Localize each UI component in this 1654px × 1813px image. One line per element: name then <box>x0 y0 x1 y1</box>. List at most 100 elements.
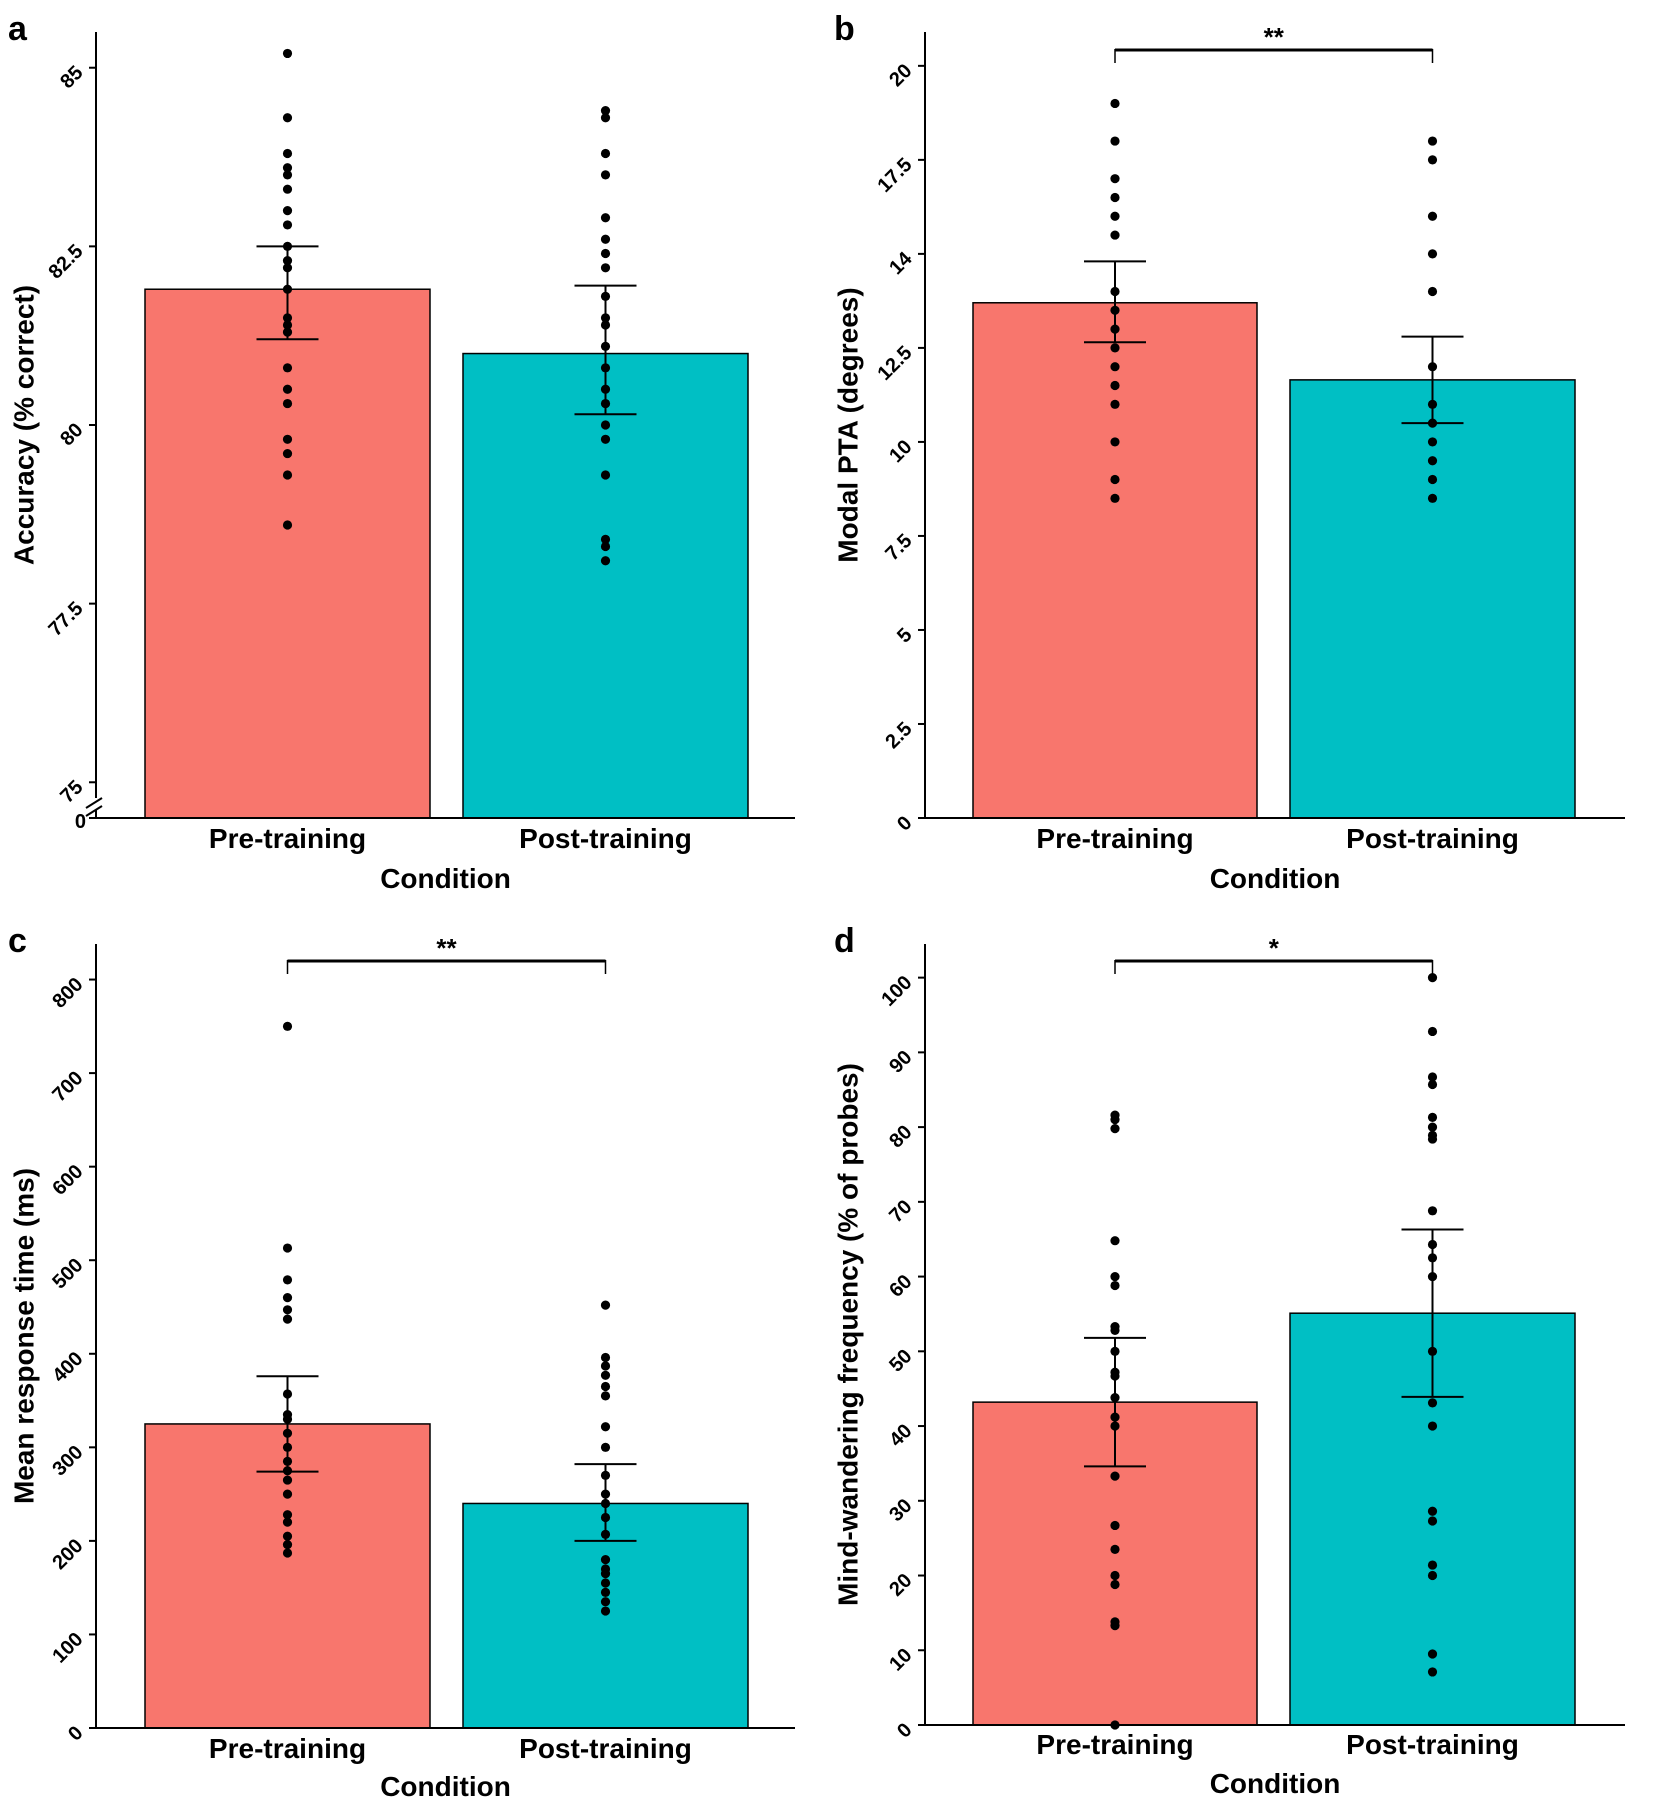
y-tick-label: 30 <box>885 1495 916 1526</box>
data-point <box>600 106 611 116</box>
data-point <box>1427 1122 1438 1132</box>
data-point <box>600 556 611 566</box>
error-bar <box>1084 1336 1146 1468</box>
error-bar <box>1401 335 1464 425</box>
data-point <box>600 113 611 123</box>
bar-pre-training <box>972 302 1258 819</box>
data-point <box>282 448 293 459</box>
data-point <box>282 148 293 159</box>
x-category-label: Pre-training <box>1036 823 1193 854</box>
y-tick-label: 10 <box>885 1644 916 1675</box>
data-point <box>1110 493 1120 503</box>
data-point <box>1427 1570 1438 1581</box>
data-point <box>282 1510 293 1520</box>
panel-a: a 0 75 77.5 80 82.5 85 Pre-training Post-trainin… <box>8 10 795 894</box>
data-point <box>282 1021 293 1031</box>
y-tick-label: 7.5 <box>881 530 916 565</box>
data-point <box>1427 1206 1438 1216</box>
data-point <box>1110 136 1120 146</box>
bar-post-training <box>1289 379 1576 819</box>
data-point <box>600 1597 611 1607</box>
error-bar <box>256 1375 319 1473</box>
y-tick-label: 90 <box>885 1046 916 1077</box>
error-bar <box>256 245 319 341</box>
data-point <box>1110 474 1120 485</box>
data-point <box>1110 1115 1120 1125</box>
error-bar <box>574 1463 637 1542</box>
x-category-label: Post-training <box>519 1733 692 1764</box>
data-point <box>282 520 293 530</box>
data-point <box>1427 286 1438 297</box>
data-point <box>282 1243 293 1253</box>
axis-break-mark <box>85 797 103 809</box>
x-axis-title: Condition <box>380 1771 511 1802</box>
data-point <box>1427 136 1438 146</box>
y-tick-label: 50 <box>885 1345 916 1376</box>
y-tick-label: 0 <box>893 812 916 835</box>
significance-bracket <box>1114 48 1434 63</box>
data-point <box>1110 174 1120 184</box>
data-point <box>600 1422 611 1432</box>
y-tick-label: 700 <box>48 1067 87 1106</box>
data-point <box>282 48 293 59</box>
panel-b: b 0 2.5 5 7.5 10 12.5 14 17.5 20 Pre-training Post-… <box>832 10 1625 894</box>
data-point <box>1427 1649 1438 1659</box>
data-point <box>1427 249 1438 259</box>
data-point <box>600 234 611 244</box>
data-point <box>600 213 611 223</box>
y-tick-label: 5 <box>893 624 916 647</box>
data-point <box>1110 1271 1120 1282</box>
error-bar <box>1084 260 1146 344</box>
data-point <box>1427 1421 1438 1431</box>
data-point <box>282 184 293 194</box>
data-point <box>600 1587 611 1597</box>
data-point <box>1110 1520 1120 1531</box>
y-tick-label: 0 <box>893 1719 916 1742</box>
panel-letter: d <box>834 922 855 960</box>
data-point <box>600 541 611 552</box>
error-bar <box>574 284 637 416</box>
data-point <box>282 1475 293 1485</box>
data-point <box>1427 456 1438 466</box>
y-axis-title: Accuracy (% correct) <box>8 285 39 565</box>
data-point <box>600 434 611 444</box>
data-point <box>600 1300 611 1310</box>
y-axis-title: Mind-wandering frequency (% of probes) <box>832 1063 863 1606</box>
panel-c: c 0 100 200 300 400 500 600 700 800 Pre-training Po… <box>8 922 795 1802</box>
y-tick-label: 0 <box>64 1722 87 1745</box>
data-point <box>1427 1516 1438 1526</box>
y-tick-label: 40 <box>885 1420 916 1451</box>
data-point <box>282 206 293 216</box>
y-tick-label: 12.5 <box>873 342 916 385</box>
y-tick-label: 85 <box>56 62 87 93</box>
bar-pre-training <box>144 288 431 819</box>
data-point <box>1427 493 1438 503</box>
y-tick-label: 400 <box>48 1348 87 1387</box>
y-axis-title: Mean response time (ms) <box>8 1168 39 1504</box>
data-point <box>600 263 611 273</box>
data-point <box>1110 362 1120 372</box>
data-point <box>1110 380 1120 391</box>
y-tick-label: 600 <box>48 1161 87 1200</box>
panel-d: d 0 10 20 30 40 50 60 70 80 90 100 Pre-training Post-… <box>832 922 1625 1799</box>
data-point <box>600 248 611 259</box>
y-tick-label: 2.5 <box>881 718 916 753</box>
data-point <box>1110 1621 1120 1631</box>
x-category-label: Pre-training <box>1036 1729 1193 1760</box>
panel-letter: a <box>8 10 28 48</box>
data-point <box>600 1381 611 1392</box>
data-point <box>282 470 293 480</box>
data-point <box>282 1540 293 1550</box>
data-point <box>1427 1072 1438 1082</box>
y-tick-label: 17.5 <box>873 154 916 197</box>
data-point <box>282 1314 293 1324</box>
y-tick-label: 60 <box>885 1271 916 1302</box>
y-tick-label: 20 <box>885 1570 916 1601</box>
data-point <box>282 384 293 394</box>
bar-post-training <box>462 352 749 819</box>
data-point <box>1427 1667 1438 1677</box>
y-axis-title: Modal PTA (degrees) <box>832 287 863 562</box>
y-tick-label: 500 <box>48 1254 87 1293</box>
data-point <box>600 148 611 159</box>
error-bar <box>1401 1228 1464 1398</box>
